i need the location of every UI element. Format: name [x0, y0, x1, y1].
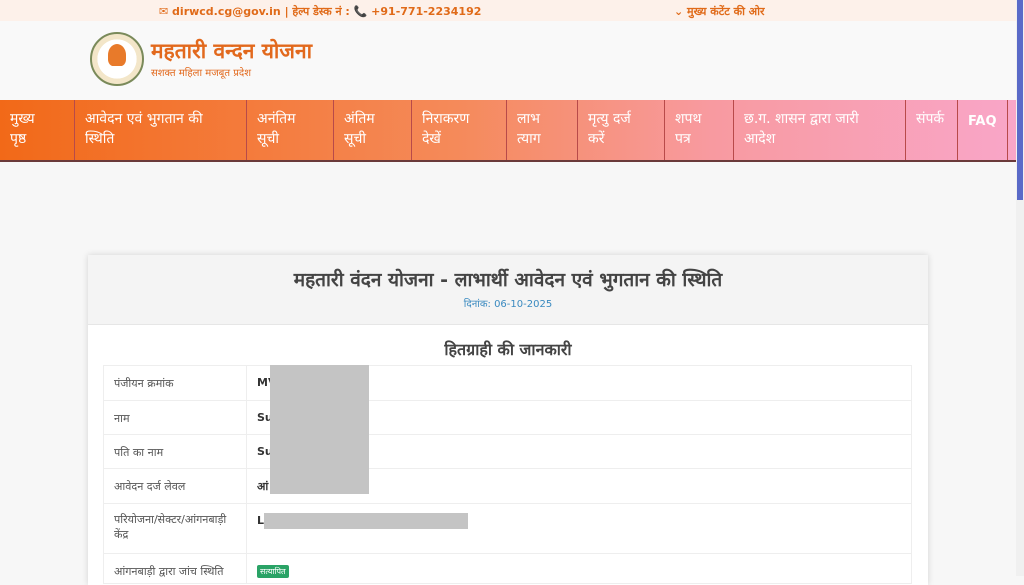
skip-to-content-link[interactable]: ⌄ मुख्य कंटेंट की ओर [674, 5, 765, 18]
nav-label: अंतिम [344, 111, 375, 127]
nav-item[interactable]: आवेदन एवं भुगतान की स्थिति [75, 100, 247, 160]
nav-label: सूची [344, 131, 366, 147]
nav-item[interactable]: निराकरण देखें [412, 100, 507, 160]
helpdesk-label: | हेल्प डेस्क नं : [280, 5, 354, 18]
email-link[interactable]: ✉ dirwcd.cg@gov.in [159, 5, 281, 18]
nav-label: FAQ [968, 114, 997, 129]
page-title: महतारी वंदन योजना - लाभार्थी आवेदन एवं भ… [293, 269, 723, 291]
nav-label: सूची [257, 131, 279, 147]
row-label: परियोजना/सेक्टर/आंगनबाड़ी केंद्र [103, 503, 247, 554]
table-row: परियोजना/सेक्टर/आंगनबाड़ी केंद्रLo [103, 503, 912, 554]
table-row: पंजीयन क्रमांक MV [103, 365, 912, 401]
nav-label: पत्र [675, 131, 691, 147]
row-label: आवेदन दर्ज लेवल [103, 468, 247, 504]
nav-label: पृष्ठ [10, 131, 27, 147]
status-badge: सत्यापित [257, 565, 289, 578]
section-title: हितग्राही की जानकारी [444, 340, 572, 359]
nav-item[interactable]: छ.ग. शासन द्वारा जारी आदेश [734, 100, 906, 160]
nav-label: अनंतिम [257, 111, 296, 127]
site-title: महतारी वन्दन योजना [151, 39, 313, 63]
nav-item[interactable]: लाभ त्याग [507, 100, 578, 160]
row-label: नाम [103, 400, 247, 435]
nav-item[interactable]: संपर्क [906, 100, 958, 160]
nav-item[interactable]: शपथ पत्र [665, 100, 734, 160]
row-label: आंगनबाड़ी द्वारा जांच स्थिति [103, 553, 247, 584]
nav-item[interactable]: अनंतिम सूची [247, 100, 334, 160]
redaction-block [264, 513, 468, 529]
status-card: महतारी वंदन योजना - लाभार्थी आवेदन एवं भ… [88, 255, 928, 585]
nav-label: शपथ [675, 111, 702, 127]
table-row: पति का नाम Su [103, 434, 912, 469]
table-row: आवेदन दर्ज लेवल आं [103, 468, 912, 504]
nav-label: छ.ग. शासन द्वारा जारी [744, 111, 859, 127]
nav-label: संपर्क [916, 111, 945, 127]
site-subtitle: सशक्त महिला मजबूत प्रदेश [151, 68, 252, 79]
nav-label: करें [588, 131, 605, 147]
phone-link[interactable]: 📞 +91-771-2234192 [353, 5, 482, 18]
nav-label: देखें [422, 131, 441, 147]
card-header: महतारी वंदन योजना - लाभार्थी आवेदन एवं भ… [88, 255, 928, 325]
beneficiary-table: पंजीयन क्रमांक MV नाम Su पति का नाम Su आवेदन द… [103, 365, 912, 584]
nav-label: मुख्य [10, 111, 35, 127]
row-label: पंजीयन क्रमांक [103, 365, 247, 401]
date-label: दिनांक: 06-10-2025 [463, 299, 553, 310]
nav-item[interactable]: अंतिम सूची [334, 100, 412, 160]
nav-label: निराकरण [422, 111, 470, 127]
redaction-block [270, 365, 369, 494]
site-header: महतारी वन्दन योजना सशक्त महिला मजबूत प्र… [0, 21, 1016, 100]
table-row: नाम Su [103, 400, 912, 435]
logo[interactable] [90, 32, 144, 86]
row-value: सत्यापित [246, 553, 912, 584]
nav-item[interactable]: मुख्य पृष्ठ [0, 100, 75, 160]
top-bar: ✉ dirwcd.cg@gov.in | हेल्प डेस्क नं : 📞 … [0, 0, 1016, 21]
nav-item[interactable]: मृत्यु दर्ज करें [578, 100, 665, 160]
nav-label: लाभ [517, 111, 540, 127]
table-row: आंगनबाड़ी द्वारा जांच स्थिति सत्यापित [103, 553, 912, 584]
nav-label: स्थिति [85, 131, 115, 147]
nav-item[interactable]: FAQ [958, 100, 1008, 160]
nav-label: त्याग [517, 131, 541, 147]
scrollbar-thumb[interactable] [1017, 0, 1023, 200]
nav-label: मृत्यु दर्ज [588, 111, 631, 127]
contact-info: ✉ dirwcd.cg@gov.in | हेल्प डेस्क नं : 📞 … [159, 4, 481, 19]
nav-label: आवेदन एवं भुगतान की [85, 111, 203, 127]
main-nav: मुख्य पृष्ठ आवेदन एवं भुगतान की स्थिति अनंति… [0, 100, 1016, 162]
row-label: पति का नाम [103, 434, 247, 469]
nav-label: आदेश [744, 131, 776, 147]
scrollbar[interactable] [1016, 0, 1024, 576]
